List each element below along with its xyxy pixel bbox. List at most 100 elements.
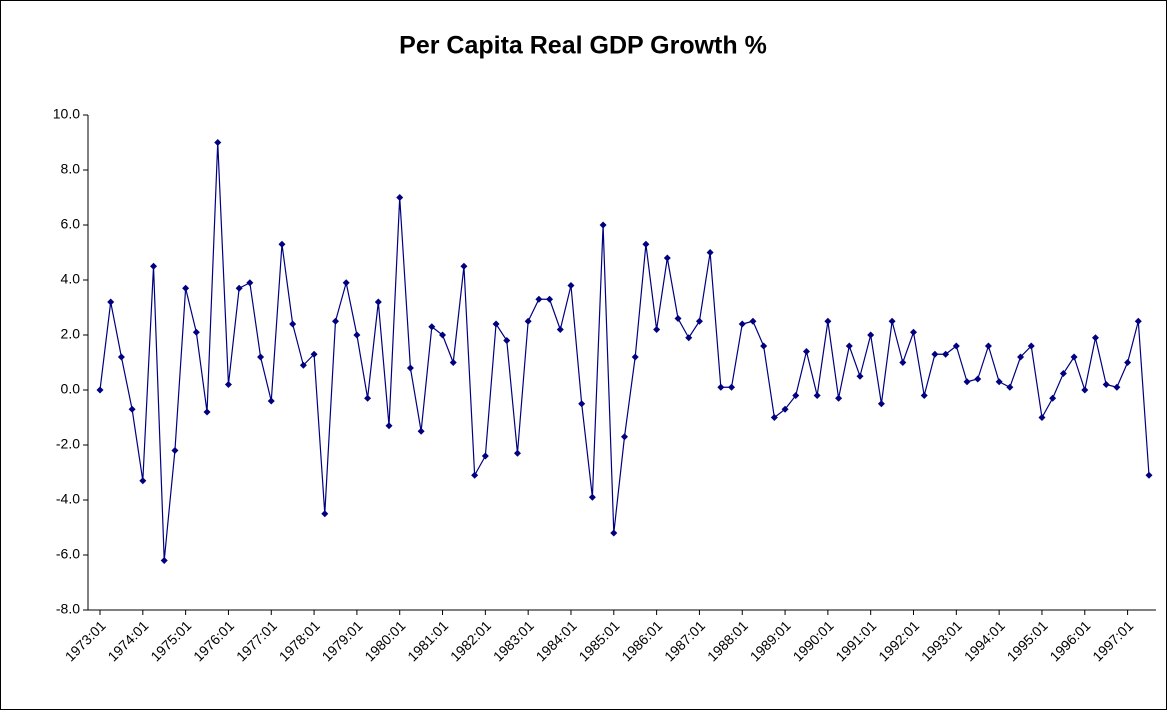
data-point	[546, 295, 554, 303]
data-point	[1124, 359, 1132, 366]
data-point	[214, 139, 222, 146]
data-point	[1049, 394, 1057, 402]
data-point	[182, 284, 190, 292]
data-point	[342, 279, 350, 287]
data-point	[1006, 383, 1014, 391]
chart-title: Per Capita Real GDP Growth %	[399, 32, 767, 60]
data-point	[203, 408, 211, 416]
data-point	[931, 350, 939, 358]
data-point	[717, 383, 725, 391]
data-point	[107, 298, 115, 306]
data-point	[674, 315, 682, 322]
data-point	[642, 240, 650, 248]
data-point	[1059, 370, 1067, 377]
data-point	[1145, 471, 1153, 479]
data-point	[867, 331, 875, 339]
data-point	[599, 221, 607, 229]
data-point	[299, 361, 307, 369]
data-point	[428, 323, 436, 331]
data-point	[1038, 414, 1046, 421]
data-point	[974, 375, 982, 383]
data-point	[278, 240, 286, 248]
data-point	[984, 342, 992, 350]
data-point	[770, 414, 778, 421]
data-point	[535, 295, 543, 303]
data-point	[631, 353, 639, 361]
data-point	[364, 394, 372, 402]
data-point	[310, 350, 318, 358]
data-point	[192, 328, 200, 336]
data-point	[117, 353, 125, 361]
data-point	[471, 471, 479, 479]
data-point	[728, 383, 736, 391]
data-point	[439, 331, 447, 339]
data-point	[588, 493, 596, 501]
data-point	[460, 262, 468, 270]
data-point	[556, 326, 564, 333]
y-tick-label: 4.0	[61, 271, 81, 287]
data-point	[621, 433, 628, 441]
data-point	[610, 529, 618, 537]
data-point	[321, 510, 329, 518]
data-point	[1017, 353, 1025, 361]
data-point	[160, 557, 168, 564]
data-point	[1134, 317, 1142, 325]
data-point	[257, 353, 265, 361]
data-point	[899, 359, 907, 366]
y-tick-label: -6.0	[56, 546, 80, 562]
data-point	[171, 447, 179, 454]
data-point	[738, 320, 746, 328]
data-point	[910, 328, 918, 336]
y-tick-label: -8.0	[56, 601, 80, 617]
data-point	[802, 348, 810, 355]
data-point	[1027, 342, 1035, 350]
y-tick-label: 6.0	[61, 216, 81, 232]
data-point	[353, 331, 361, 339]
data-point	[224, 381, 232, 388]
data-point	[888, 317, 896, 325]
data-point	[331, 317, 339, 325]
data-point	[481, 452, 489, 460]
data-point	[503, 337, 511, 344]
data-point	[396, 194, 404, 201]
data-point	[835, 394, 843, 402]
data-point	[877, 400, 885, 408]
data-point	[289, 320, 297, 328]
data-point	[706, 249, 714, 256]
data-point	[1102, 381, 1110, 388]
data-point	[1070, 353, 1078, 361]
y-tick-label: 10.0	[53, 106, 80, 122]
data-point	[845, 342, 853, 350]
data-point	[824, 317, 832, 325]
data-point	[139, 477, 147, 485]
data-point	[96, 386, 104, 394]
data-point	[663, 254, 671, 262]
y-tick-label: -4.0	[56, 491, 80, 507]
data-point	[513, 449, 521, 457]
y-tick-label: 2.0	[61, 326, 81, 342]
data-point	[963, 378, 971, 386]
data-point	[1091, 334, 1099, 342]
data-point	[856, 372, 864, 380]
data-point	[952, 342, 960, 350]
y-tick-label: -2.0	[56, 436, 80, 452]
data-point	[235, 284, 243, 292]
data-point	[760, 342, 768, 350]
data-point	[374, 298, 382, 306]
data-point	[1113, 383, 1121, 391]
data-point	[578, 400, 586, 408]
data-point	[406, 364, 414, 372]
data-point	[150, 262, 158, 270]
data-point	[653, 326, 661, 333]
data-point	[685, 334, 693, 342]
data-point	[567, 282, 575, 289]
data-point	[492, 320, 500, 328]
data-point	[385, 422, 393, 430]
data-point	[995, 378, 1003, 386]
y-tick-label: 0.0	[61, 381, 81, 397]
data-point	[813, 392, 821, 399]
data-point	[267, 397, 275, 405]
data-point	[128, 405, 136, 413]
data-point	[1081, 386, 1089, 394]
